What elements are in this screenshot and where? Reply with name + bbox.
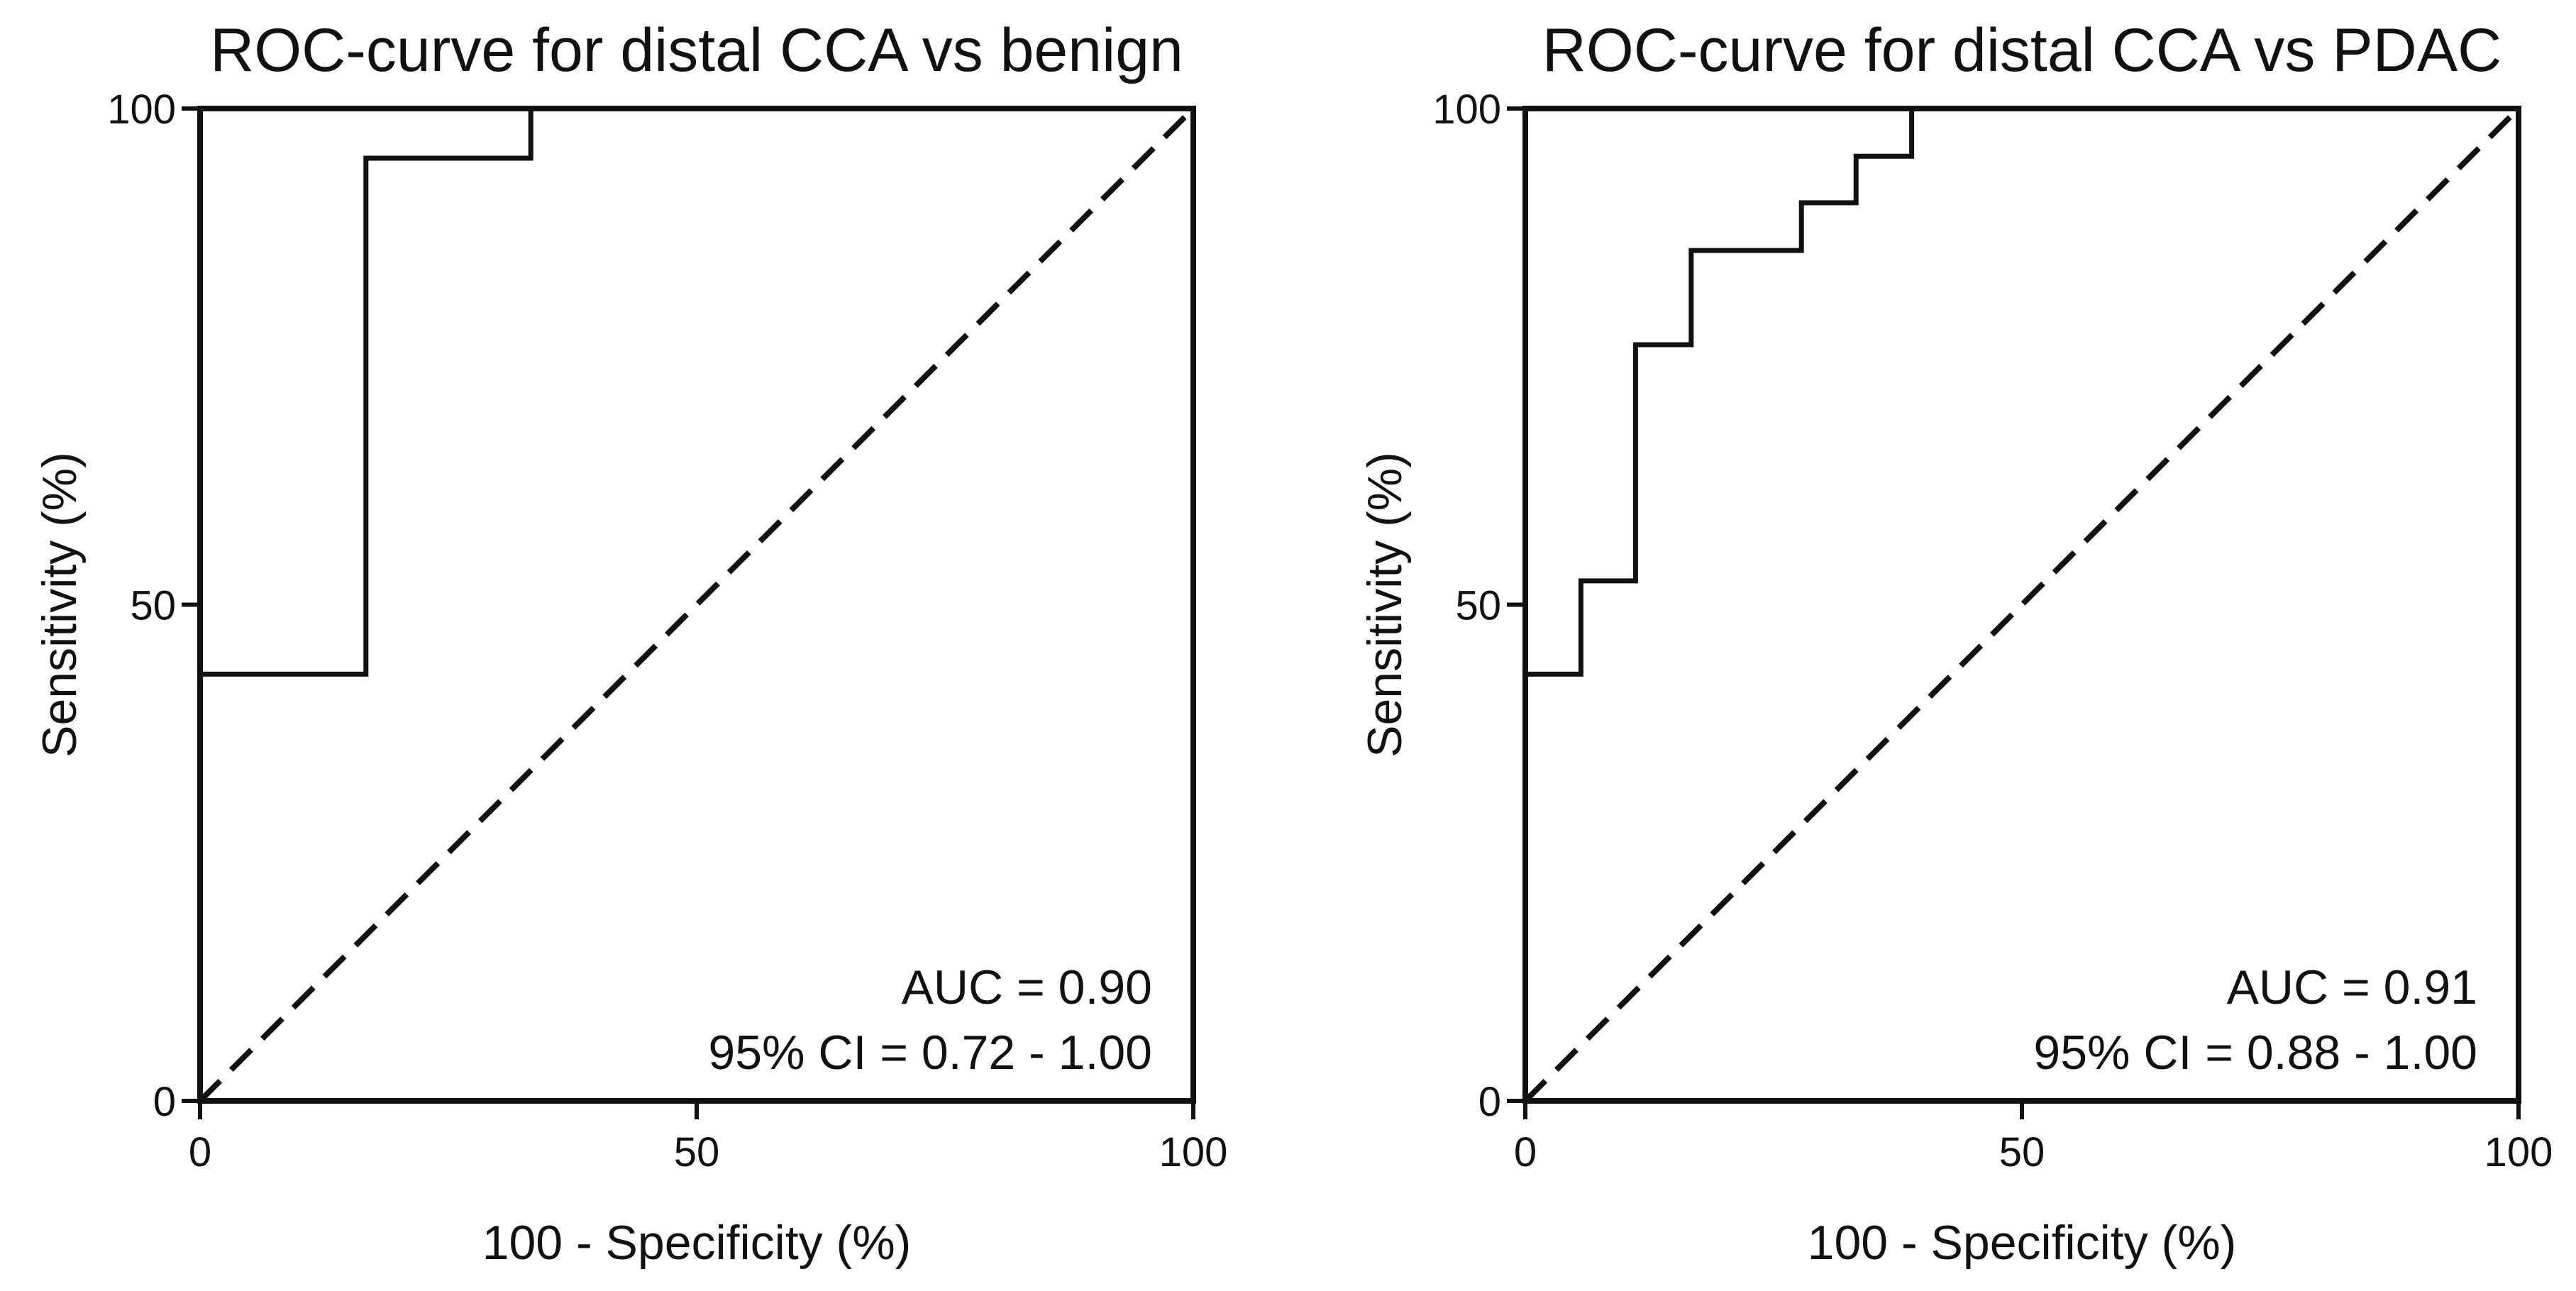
x-tick-label: 0 — [1514, 1129, 1537, 1175]
y-tick-label: 100 — [1432, 87, 1501, 133]
chart-title: ROC-curve for distal CCA vs PDAC — [1542, 16, 2502, 84]
y-tick-label: 0 — [1478, 1079, 1501, 1125]
y-tick-label: 0 — [153, 1079, 176, 1125]
reference-diagonal-line — [1523, 106, 2521, 1103]
chart-panel-1: ROC-curve for distal CCA vs benign 0 50 100… — [33, 16, 1227, 1270]
x-tick-label: 100 — [2484, 1129, 2553, 1175]
roc-curve-line — [200, 106, 1193, 677]
x-tick-label: 0 — [189, 1129, 211, 1175]
x-axis-label: 100 - Specificity (%) — [482, 1216, 912, 1270]
ci-annotation: 95% CI = 0.72 - 1.00 — [708, 1026, 1152, 1080]
x-tick-label: 100 — [1159, 1129, 1228, 1175]
chart-title: ROC-curve for distal CCA vs benign — [210, 16, 1183, 84]
y-tick-label: 50 — [130, 583, 176, 629]
auc-annotation: AUC = 0.91 — [2227, 960, 2477, 1014]
chart-panel-2: ROC-curve for distal CCA vs PDAC 0 50 100 0 5… — [1358, 16, 2553, 1270]
y-tick-label: 50 — [1455, 583, 1501, 629]
x-axis-label: 100 - Specificity (%) — [1808, 1216, 2237, 1270]
auc-annotation: AUC = 0.90 — [902, 960, 1152, 1014]
y-axis-label: Sensitivity (%) — [33, 452, 87, 758]
roc-curve-line — [1525, 106, 2519, 677]
y-axis-label: Sensitivity (%) — [1358, 452, 1412, 758]
reference-diagonal-line — [198, 106, 1195, 1103]
ci-annotation: 95% CI = 0.88 - 1.00 — [2033, 1026, 2477, 1080]
x-tick-label: 50 — [674, 1129, 720, 1175]
x-tick-label: 50 — [1999, 1129, 2045, 1175]
y-tick-label: 100 — [107, 87, 176, 133]
